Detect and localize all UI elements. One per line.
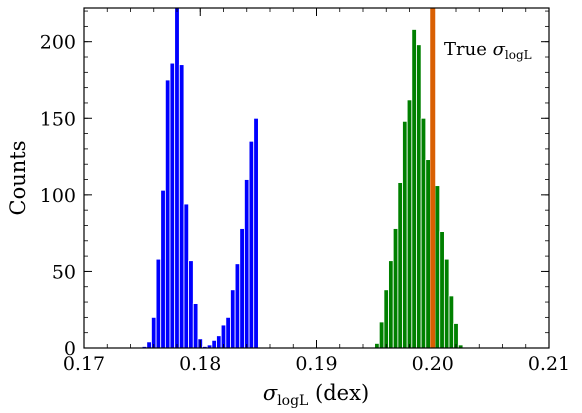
bar-series-1-bin-10	[183, 203, 190, 349]
bar-series-2-bin-12	[425, 159, 431, 349]
bar-series-1-bin-23	[244, 179, 250, 349]
bars-layer	[141, 7, 464, 349]
bar-series-1-bin-12	[192, 303, 199, 349]
bar-series-1-bin-5	[160, 189, 166, 349]
x-axis-label: σlogL (dex)	[263, 381, 369, 409]
bar-series-1-bin-21	[234, 263, 241, 349]
annotation-label: True σlogL	[444, 39, 532, 62]
x-tick-label: 0.17	[63, 353, 105, 375]
y-tick-label: 150	[40, 108, 76, 130]
bar-series-1-bin-6	[164, 79, 171, 349]
y-axis-label: Counts	[6, 141, 30, 216]
x-tick-label: 0.21	[528, 353, 570, 375]
x-tick-label: 0.19	[295, 353, 337, 375]
bar-series-1-bin-17	[216, 335, 222, 349]
y-tick-label: 50	[52, 261, 76, 283]
y-tick-label: 100	[40, 185, 76, 207]
bar-series-1-bin-25	[253, 117, 259, 349]
bar-series-1-bin-19	[225, 316, 231, 349]
bar-series-1-bin-8	[174, 7, 180, 349]
bar-series-1-bin-22	[239, 228, 245, 349]
bar-series-2-bin-10	[416, 44, 422, 349]
bar-series-2-bin-2	[378, 321, 385, 349]
bar-series-2-bin-6	[397, 182, 403, 349]
bar-series-1-bin-24	[248, 140, 255, 349]
bar-series-2-bin-4	[388, 260, 394, 349]
bar-series-1-bin-2	[146, 341, 152, 349]
bar-series-1-bin-9	[178, 64, 185, 349]
bar-series-2-bin-1	[374, 343, 380, 349]
x-tick-labels: 0.17 0.18 0.19 0.20 0.21	[63, 353, 570, 375]
x-tick-label: 0.18	[179, 353, 221, 375]
bar-series-1-bin-20	[230, 289, 236, 349]
bar-series-1-bin-16	[211, 339, 217, 349]
bar-series-1-bin-4	[155, 258, 162, 349]
x-tick-label: 0.20	[412, 353, 454, 375]
y-tick-label: 200	[40, 32, 76, 54]
bar-series-1-bin-7	[169, 62, 176, 349]
bar-series-2-bin-14	[434, 185, 441, 349]
bar-series-1-bin-3	[151, 316, 157, 349]
bar-series-2-bin-9	[411, 29, 417, 349]
plot-frame	[83, 7, 550, 349]
bar-series-2-bin-8	[406, 99, 413, 349]
bar-series-2-bin-16	[443, 258, 450, 349]
bar-series-2-bin-17	[448, 295, 455, 349]
bar-series-2-bin-7	[402, 120, 408, 349]
bar-series-2-bin-3	[383, 289, 389, 349]
bar-series-2-bin-5	[392, 228, 399, 349]
y-tick-labels: 0 50 100 150 200	[40, 32, 76, 360]
bar-series-2-bin-11	[420, 117, 427, 349]
bar-series-1-bin-11	[188, 260, 194, 349]
bar-series-2-bin-15	[439, 231, 445, 349]
y-tick-label: 0	[64, 338, 76, 360]
